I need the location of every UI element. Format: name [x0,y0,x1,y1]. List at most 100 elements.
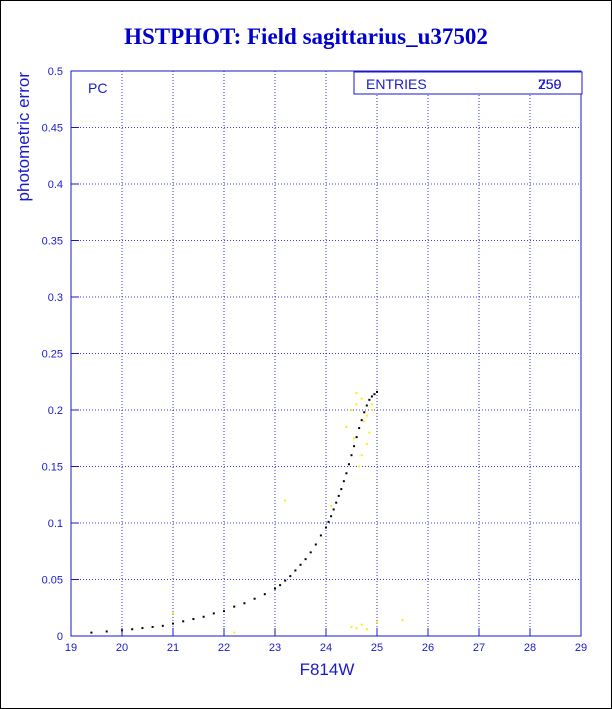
y-tick-label: 0.4 [48,179,63,191]
stats-entries-label: ENTRIES [366,76,427,92]
secondary-data-point [172,612,174,615]
y-tick-label: 0.45 [42,123,63,135]
x-tick-label: 29 [575,642,587,654]
y-tick-label: 0.15 [42,462,63,474]
x-tick-label: 24 [320,642,332,654]
y-axis-label: photometric error [14,72,33,202]
y-tick-label: 0.05 [42,575,63,587]
secondary-data-point [358,465,361,468]
data-point [347,463,350,466]
secondary-data-point [401,619,404,622]
y-tick-label: 0.2 [48,405,63,417]
data-point [294,569,297,572]
secondary-data-point [365,628,368,631]
y-tick-label: 0.35 [42,236,63,248]
data-point [202,615,205,618]
data-point [192,618,195,621]
data-point [263,593,266,596]
y-tick-label: 0 [57,631,63,643]
axis-ticks: 19 20 21 22 23 24 25 26 27 28 29 0 0.05 0.1 0.15 0.2 0.2… [42,66,588,654]
y-tick-label: 0.5 [48,66,63,78]
secondary-data-point [368,431,371,434]
secondary-data-point [376,621,378,624]
secondary-data-point [233,631,236,634]
data-point [337,494,340,497]
x-tick-label: 20 [116,642,128,654]
secondary-data-point [360,454,363,457]
secondary-data-point [355,627,358,630]
secondary-data-point [355,403,358,406]
y-tick-label: 0.25 [42,349,63,361]
data-point [233,605,236,608]
chart-title: HSTPHOT: Field sagittarius_u37502 [124,24,488,49]
secondary-data-point [365,414,368,417]
data-point [253,597,256,600]
data-point [243,602,246,605]
data-point [141,627,144,630]
data-point [353,445,356,448]
data-point [330,515,333,518]
data-point [327,520,330,523]
x-tick-label: 21 [167,642,179,654]
data-point [345,472,348,475]
secondary-data-point [330,505,333,508]
secondary-data-point [370,403,373,406]
x-axis-label: F814W [300,660,355,679]
data-point [370,395,373,398]
data-point [131,628,134,631]
secondary-data-point [284,499,287,502]
data-point [358,427,361,430]
data-point [355,436,358,439]
data-point [335,501,338,504]
secondary-data-point [363,420,366,423]
data-point [363,411,366,414]
data-point [350,454,353,457]
data-point [309,551,312,554]
secondary-data-point [345,425,348,428]
data-point [172,622,174,625]
data-point [90,631,93,634]
data-point [289,575,292,578]
data-point [319,534,322,537]
data-point [342,480,345,483]
x-tick-label: 22 [218,642,230,654]
grid-lines [71,71,581,636]
data-point [284,579,287,582]
x-tick-label: 23 [269,642,281,654]
data-point [368,398,371,401]
x-tick-label: 26 [422,642,434,654]
data-point [279,584,282,587]
data-point [360,419,363,422]
data-point [223,610,225,613]
secondary-data-point [360,397,363,400]
data-point [274,587,276,590]
x-tick-label: 27 [473,642,485,654]
y-tick-label: 0.1 [48,518,63,530]
data-point [212,612,215,615]
pc-annotation: PC [88,80,107,96]
x-tick-label: 28 [524,642,536,654]
data-point [325,526,327,529]
secondary-data-point [353,437,356,440]
secondary-data-point [365,442,368,445]
secondary-data-point [360,623,363,626]
stats-box: ENTRIES 250 759 [353,71,583,95]
x-tick-label: 25 [371,642,383,654]
y-tick-label: 0.3 [48,292,63,304]
data-point [304,558,307,561]
secondary-data-point [355,392,358,395]
data-point [182,620,185,623]
data-point [332,508,335,511]
stats-entries-value: 250 [538,76,562,92]
data-point [373,393,376,396]
data-point [151,625,154,628]
data-points [90,390,404,634]
stats-entries-overlap-value: 759 [538,76,562,92]
data-point [365,404,368,407]
secondary-data-point [350,409,353,411]
data-point [105,630,108,633]
secondary-data-point [370,409,373,411]
data-point [314,543,317,546]
secondary-data-point [350,625,353,628]
